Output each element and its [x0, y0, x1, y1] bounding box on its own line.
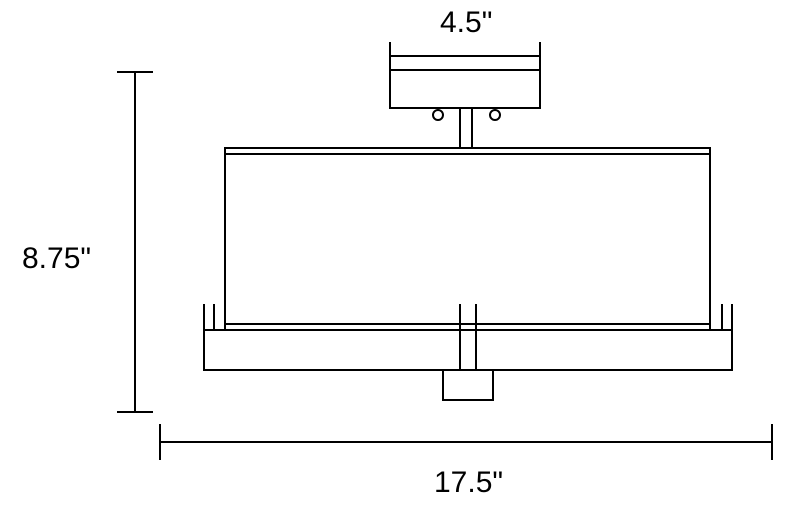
dim-bottom — [160, 424, 772, 460]
stem — [460, 108, 472, 148]
dimension-diagram: 4.5" 8.75" 17.5" — [0, 0, 798, 525]
dim-left — [117, 72, 153, 412]
canopy — [390, 70, 540, 120]
dim-bottom-label: 17.5" — [434, 466, 503, 499]
dim-left-label: 8.75" — [22, 242, 91, 275]
dim-top — [390, 42, 540, 70]
dim-top-label: 4.5" — [440, 6, 492, 39]
drum-shade — [225, 148, 710, 330]
bottom-frame — [204, 304, 732, 400]
